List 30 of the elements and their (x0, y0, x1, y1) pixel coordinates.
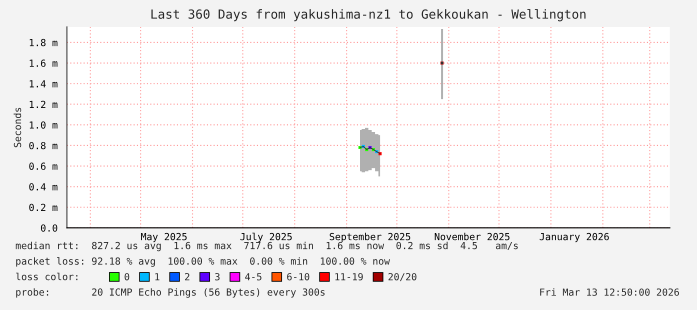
legend-title: loss color: (16, 272, 78, 280)
legend-label: 2 (185, 273, 190, 280)
y-tick-label: 1.4 m (30, 80, 58, 88)
y-tick-label: 0.8 m (29, 142, 58, 150)
legend-label: 11-19 (335, 273, 363, 280)
y-tick-label: 0.0 (40, 224, 58, 232)
x-tick-label: January 2026 (540, 232, 609, 242)
x-tick-label: May 2025 (141, 232, 187, 242)
y-tick-label: 1.8 m (30, 38, 58, 46)
text: probe: 20 ICMP Echo Pings (56 Bytes) every 300s (16, 288, 325, 298)
y-tick-label: 1.6 m (30, 60, 58, 67)
y-axis-title: Seconds (14, 108, 22, 148)
legend-label: 0 (124, 273, 130, 280)
x-tick-label: July 2025 (240, 232, 292, 242)
text: median rtt: 827.2 us avg 1.6 ms max 717.6 us min 1.6 ms now 0.2 ms sd 4.5 am/s (16, 242, 518, 252)
legend-label: 1 (155, 273, 160, 280)
legend-label: 20/20 (388, 273, 416, 282)
x-tick-label: November 2025 (434, 232, 510, 240)
x-tick-label: September 2025 (330, 232, 410, 242)
y-tick-label: 1.2 m (30, 100, 58, 108)
chart-title: Last 360 Days from yakushima-nz1 to Gekkoukan - Wellington (151, 9, 586, 22)
y-tick-label: 0.4 m (29, 183, 58, 190)
y-tick-label: 1.0 m (30, 121, 58, 129)
y-tick-label: 0.6 m (29, 162, 58, 170)
legend-label: 6-10 (287, 273, 310, 280)
text: Fri Mar 13 12:50:00 2026 (540, 288, 679, 296)
text: packet loss: 92.18 % avg 100.00 % max 0.00 % min 100.00 % now (16, 257, 390, 267)
y-tick-label: 0.2 m (29, 204, 58, 212)
legend-label: 4-5 (245, 273, 262, 280)
legend-label: 3 (215, 273, 220, 280)
